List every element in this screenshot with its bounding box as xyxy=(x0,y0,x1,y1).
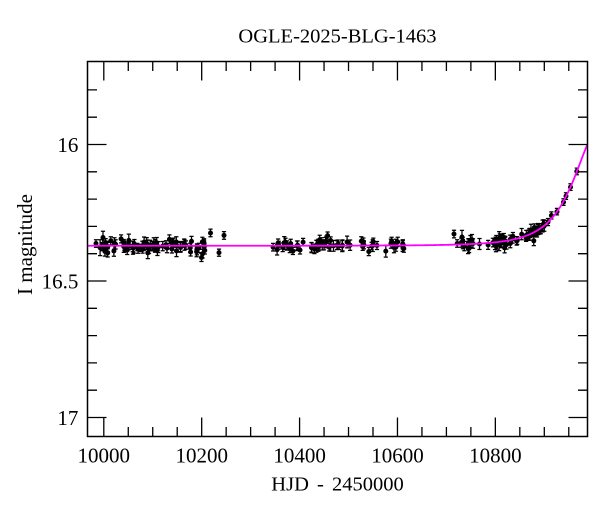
svg-text:10000: 10000 xyxy=(78,444,131,468)
svg-text:HJD - 2450000: HJD - 2450000 xyxy=(271,474,403,496)
svg-text:OGLE-2025-BLG-1463: OGLE-2025-BLG-1463 xyxy=(238,26,436,48)
svg-text:I magnitude: I magnitude xyxy=(13,194,37,295)
svg-text:10400: 10400 xyxy=(273,444,326,468)
svg-text:10600: 10600 xyxy=(371,444,424,468)
svg-text:16.5: 16.5 xyxy=(42,269,79,293)
svg-text:17: 17 xyxy=(57,406,78,430)
svg-text:10200: 10200 xyxy=(175,444,228,468)
svg-text:10800: 10800 xyxy=(469,444,522,468)
svg-text:16: 16 xyxy=(57,133,78,157)
